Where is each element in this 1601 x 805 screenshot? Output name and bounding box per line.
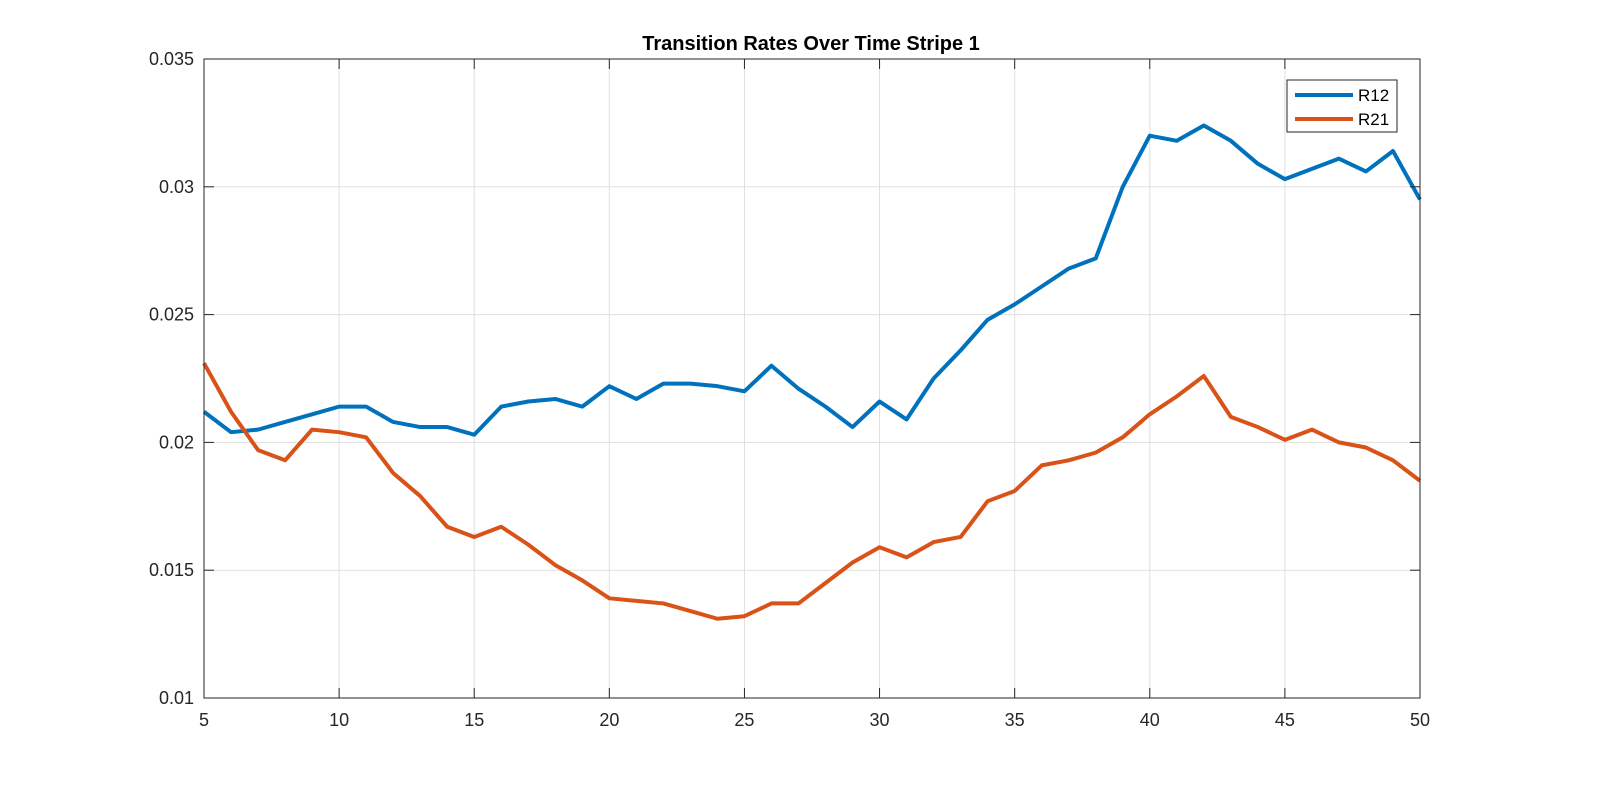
x-tick-label: 45 [1275,710,1295,730]
tick-marks [203,58,1421,699]
chart-title: Transition Rates Over Time Stripe 1 [642,33,980,55]
x-axis-tick-labels: 5 10 15 20 25 30 35 40 45 50 [199,710,1430,730]
axes-frame [203,58,1421,699]
legend: R12 R21 [1286,79,1398,133]
x-tick-label: 20 [599,710,619,730]
x-tick-label: 35 [1005,710,1025,730]
x-tick-label: 50 [1410,710,1430,730]
x-tick-label: 15 [464,710,484,730]
y-tick-label: 0.02 [159,432,194,452]
plot-area [204,59,1420,698]
x-tick-label: 25 [734,710,754,730]
legend-label-r21: R21 [1358,110,1389,129]
series-group [202,123,1422,621]
y-axis-tick-labels: 0.01 0.015 0.02 0.025 0.03 0.035 [149,49,194,708]
series-line-r12 [202,123,1422,437]
x-tick-label: 40 [1140,710,1160,730]
x-tick-label: 5 [199,710,209,730]
series-line-r21 [202,362,1422,621]
y-tick-label: 0.01 [159,688,194,708]
legend-box [1286,79,1398,133]
y-tick-label: 0.03 [159,177,194,197]
x-tick-label: 10 [329,710,349,730]
legend-label-r12: R12 [1358,86,1389,105]
x-tick-label: 30 [870,710,890,730]
y-tick-label: 0.025 [149,305,194,325]
y-tick-label: 0.035 [149,49,194,69]
y-tick-label: 0.015 [149,560,194,580]
